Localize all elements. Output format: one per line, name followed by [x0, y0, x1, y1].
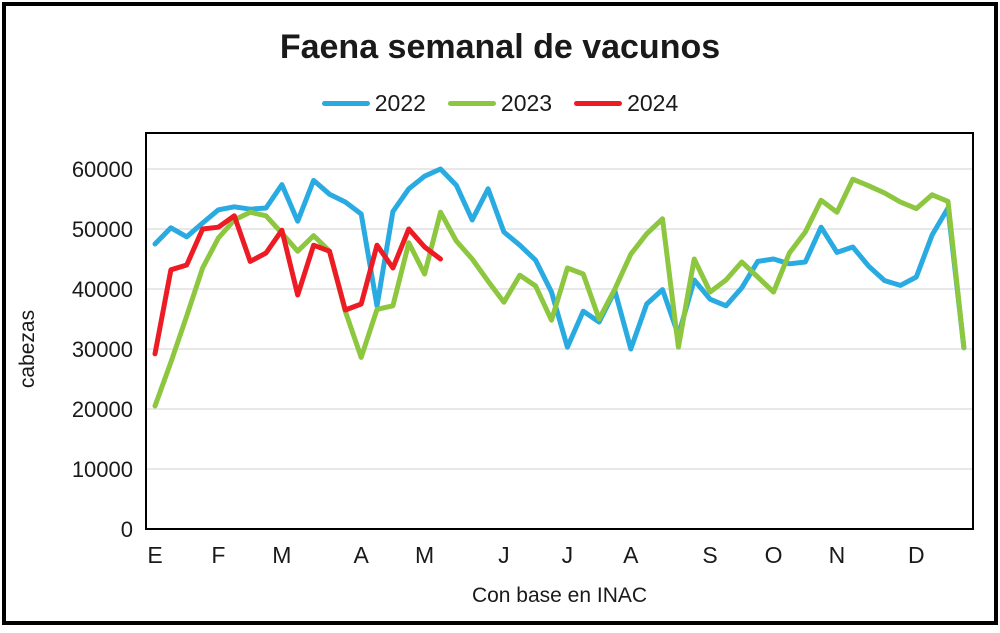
series-line-2022 — [152, 166, 967, 352]
y-tick-label-20000: 20000 — [72, 397, 133, 422]
x-tick-label-D-11: D — [908, 542, 925, 568]
legend-label-2023: 2023 — [500, 90, 553, 116]
chart-plot-area: 0 10000 20000 30000 40000 50000 60000 cabezas E F… — [16, 132, 974, 568]
x-tick-label-M-4: M — [415, 542, 434, 568]
legend-label-2024: 2024 — [627, 90, 679, 116]
y-tick-label-50000: 50000 — [72, 217, 133, 242]
x-tick-label-E-0: E — [147, 542, 162, 568]
x-tick-label-M-2: M — [272, 542, 291, 568]
chart-legend: 2022 2023 2024 — [6, 90, 994, 117]
x-tick-label-J-5: J — [498, 542, 510, 568]
y-tick-label-40000: 40000 — [72, 277, 133, 302]
plot-border — [145, 132, 974, 530]
y-tick-label-0: 0 — [121, 517, 133, 542]
x-tick-label-A-7: A — [623, 542, 639, 568]
legend-label-2022: 2022 — [374, 90, 426, 116]
y-tick-label-60000: 60000 — [72, 157, 133, 182]
chart-footnote: Con base en INAC — [471, 584, 648, 607]
x-tick-label-F-1: F — [211, 542, 225, 568]
legend-swatch-2022 — [321, 101, 370, 106]
y-tick-label-10000: 10000 — [72, 457, 133, 482]
series-line-2023 — [152, 176, 967, 409]
x-tick-label-S-8: S — [702, 542, 717, 568]
chart-title: Faena semanal de vacunos — [279, 28, 721, 66]
legend-item-2024: 2024 — [574, 90, 678, 117]
y-tick-label-30000: 30000 — [72, 337, 133, 362]
legend-swatch-2023 — [447, 101, 496, 106]
legend-item-2022: 2022 — [321, 90, 426, 117]
series-line-2024 — [152, 213, 443, 357]
y-axis-label: cabezas — [16, 310, 39, 388]
legend-item-2023: 2023 — [447, 90, 553, 117]
x-tick-label-N-10: N — [829, 542, 846, 568]
legend-swatch-2024 — [574, 101, 623, 106]
x-tick-label-J-6: J — [562, 542, 574, 568]
x-tick-label-O-9: O — [765, 542, 783, 568]
x-tick-label-A-3: A — [354, 542, 370, 568]
